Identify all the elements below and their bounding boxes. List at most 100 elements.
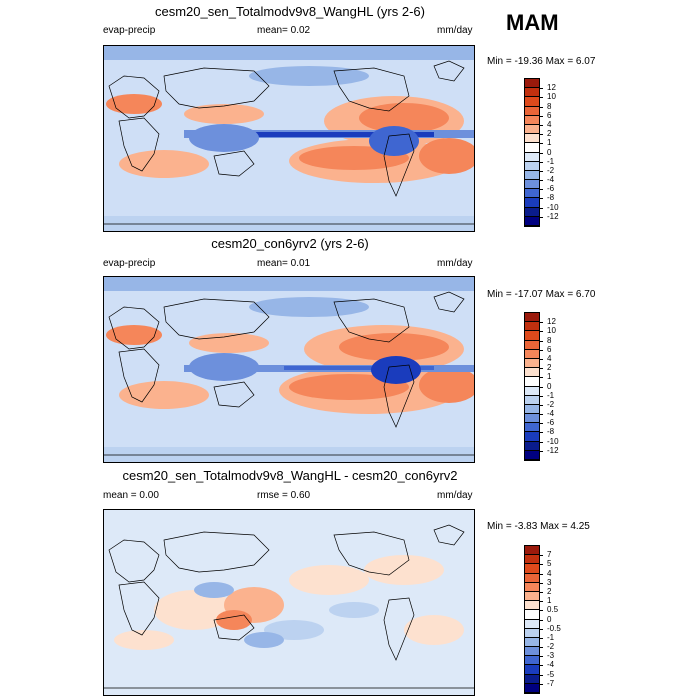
colorbar-label: -1 xyxy=(547,156,555,166)
colorbar-box xyxy=(525,161,539,171)
colorbar-label: -7 xyxy=(547,678,555,688)
colorbar-label: 4 xyxy=(547,119,552,129)
colorbar-label: 0 xyxy=(547,381,552,391)
colorbar-label: 6 xyxy=(547,344,552,354)
colorbar-tick xyxy=(539,601,543,603)
colorbar-tick xyxy=(539,189,543,191)
colorbar-tick xyxy=(539,555,543,557)
panel1-minmax: Min = -19.36 Max = 6.07 xyxy=(487,56,596,67)
colorbar-box xyxy=(525,665,539,675)
colorbar-box xyxy=(525,331,539,341)
colorbar-label: 8 xyxy=(547,335,552,345)
colorbar-box xyxy=(525,207,539,217)
colorbar-box xyxy=(525,441,539,451)
panel3-units-label: mm/day xyxy=(437,490,473,501)
colorbar-label: 2 xyxy=(547,586,552,596)
colorbar-label: -2 xyxy=(547,165,555,175)
colorbar-tick xyxy=(539,647,543,649)
colorbar-box xyxy=(525,450,539,460)
panel1-variable-label: evap-precip xyxy=(103,25,156,36)
colorbar-tick xyxy=(539,358,543,360)
colorbar-tick xyxy=(539,207,543,209)
colorbar-tick xyxy=(539,665,543,667)
colorbar-tick xyxy=(539,674,543,676)
colorbar-box xyxy=(525,368,539,378)
colorbar-box xyxy=(525,619,539,629)
colorbar-tick xyxy=(539,161,543,163)
colorbar-label: 10 xyxy=(547,92,556,102)
colorbar-tick xyxy=(539,637,543,639)
colorbar-label: 2 xyxy=(547,363,552,373)
colorbar-box xyxy=(525,432,539,442)
colorbar-box xyxy=(525,322,539,332)
colorbar-tick xyxy=(539,331,543,333)
colorbar-label: -0.5 xyxy=(547,623,561,633)
colorbar-label: 3 xyxy=(547,577,552,587)
colorbar-box xyxy=(525,349,539,359)
colorbar-label: 7 xyxy=(547,550,552,560)
colorbar-label: 5 xyxy=(547,559,552,569)
colorbar-tick xyxy=(539,386,543,388)
colorbar-box xyxy=(525,180,539,190)
colorbar-box xyxy=(525,546,539,556)
colorbar-box xyxy=(525,143,539,153)
colorbar-box xyxy=(525,170,539,181)
colorbar-box xyxy=(525,573,539,583)
colorbar-box xyxy=(525,555,539,565)
colorbar-label: 0 xyxy=(547,147,552,157)
colorbar-box xyxy=(525,647,539,657)
panel2-mean-label: mean= 0.01 xyxy=(257,258,311,269)
colorbar-tick xyxy=(539,115,543,117)
colorbar-tick xyxy=(539,414,543,416)
colorbar-box xyxy=(525,79,539,89)
colorbar-box xyxy=(525,637,539,648)
colorbar-label: 12 xyxy=(547,317,556,327)
colorbar-tick xyxy=(539,97,543,99)
colorbar-tick xyxy=(539,216,543,218)
colorbar-label: -12 xyxy=(547,211,559,221)
colorbar-box xyxy=(525,198,539,208)
colorbar-box xyxy=(525,152,539,162)
colorbar-label: 2 xyxy=(547,129,552,139)
colorbar-tick xyxy=(539,564,543,566)
colorbar-box xyxy=(525,106,539,116)
colorbar-tick xyxy=(539,619,543,621)
colorbar-tick xyxy=(539,88,543,90)
colorbar-label: -3 xyxy=(547,651,555,661)
colorbar-label: -6 xyxy=(547,418,555,428)
colorbar-box xyxy=(525,601,539,611)
colorbar-box xyxy=(525,358,539,369)
colorbar-label: -5 xyxy=(547,669,555,679)
panel3-minmax: Min = -3.83 Max = 4.25 xyxy=(487,521,590,532)
colorbar-tick xyxy=(539,377,543,379)
colorbar-label: -2 xyxy=(547,399,555,409)
colorbar-label: -8 xyxy=(547,427,555,437)
colorbar-tick xyxy=(539,368,543,370)
colorbar-tick xyxy=(539,610,543,612)
colorbar-tick xyxy=(539,582,543,584)
colorbar-label: 4 xyxy=(547,568,552,578)
colorbar-box xyxy=(525,340,539,350)
panel1-units-label: mm/day xyxy=(437,25,473,36)
colorbar-tick xyxy=(539,591,543,593)
colorbar-label: -12 xyxy=(547,445,559,455)
colorbar-label: -4 xyxy=(547,660,555,670)
colorbar-box xyxy=(525,313,539,323)
colorbar-label: 1 xyxy=(547,596,552,606)
colorbar-box xyxy=(525,115,539,125)
panel2-variable-label: evap-precip xyxy=(103,258,156,269)
colorbar-tick xyxy=(539,683,543,685)
colorbar-box xyxy=(525,564,539,574)
panel1-map xyxy=(103,45,475,232)
panel2-map xyxy=(103,276,475,463)
colorbar-tick xyxy=(539,170,543,172)
colorbar-tick xyxy=(539,106,543,108)
colorbar-label: -4 xyxy=(547,409,555,419)
colorbar-tick xyxy=(539,124,543,126)
colorbar-label: 1 xyxy=(547,138,552,148)
colorbar-label: -1 xyxy=(547,390,555,400)
colorbar-tick xyxy=(539,198,543,200)
colorbar-tick xyxy=(539,432,543,434)
colorbar-label: 1 xyxy=(547,372,552,382)
panel3-map xyxy=(103,509,475,696)
